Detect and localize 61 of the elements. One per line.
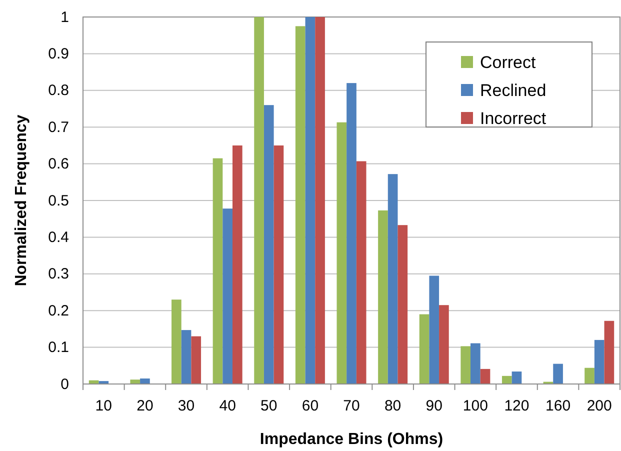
- bar: [398, 225, 408, 384]
- x-tick-label: 160: [546, 398, 571, 415]
- bar: [460, 346, 471, 384]
- bar: [140, 378, 150, 384]
- bar: [512, 372, 522, 384]
- y-tick-label: 0: [60, 376, 69, 393]
- x-tick-label: 90: [426, 398, 442, 415]
- y-tick-label: 1: [60, 8, 69, 26]
- bar: [130, 380, 140, 384]
- y-tick-label: 0.6: [48, 156, 69, 173]
- x-tick-label: 20: [136, 398, 154, 415]
- y-tick-label: 0.8: [48, 82, 69, 100]
- bar: [264, 105, 274, 384]
- x-tick-label: 40: [219, 398, 236, 415]
- x-tick-label: 70: [343, 398, 360, 415]
- x-axis-title: Impedance Bins (Ohms): [260, 431, 444, 448]
- bar: [502, 376, 512, 384]
- legend-label: Incorrect: [480, 109, 546, 128]
- bar: [594, 340, 604, 384]
- bar: [191, 336, 202, 384]
- bar: [584, 368, 594, 384]
- bar: [346, 83, 356, 384]
- x-tick-label: 10: [95, 398, 112, 415]
- bar: [378, 210, 388, 384]
- bar: [336, 122, 347, 384]
- bar: [181, 330, 192, 384]
- bar: [212, 158, 223, 384]
- bar: [419, 314, 430, 384]
- legend-label: Reclined: [480, 81, 546, 100]
- x-tick-label: 120: [504, 398, 530, 415]
- bar: [305, 17, 316, 384]
- x-tick-label: 80: [384, 398, 402, 415]
- bar: [315, 17, 325, 384]
- y-tick-label: 0.5: [48, 192, 69, 210]
- y-tick-label: 0.2: [48, 302, 69, 320]
- bar: [232, 145, 242, 384]
- bar: [356, 161, 366, 384]
- x-tick-label: 50: [260, 398, 278, 415]
- legend-label: Correct: [480, 53, 536, 72]
- x-tick-label: 60: [302, 398, 319, 415]
- x-tick-label: 200: [586, 398, 612, 415]
- bar: [295, 26, 306, 384]
- bar: [429, 276, 440, 384]
- bar: [480, 368, 490, 384]
- bar: [553, 364, 563, 384]
- y-tick-label: 0.7: [48, 118, 69, 136]
- y-tick-label: 0.3: [48, 266, 69, 283]
- x-tick-label: 30: [178, 398, 195, 415]
- bar: [388, 174, 398, 384]
- x-tick-label: 100: [462, 398, 488, 415]
- y-tick-label: 0.9: [48, 46, 69, 62]
- bar: [172, 300, 182, 384]
- bar: [604, 320, 614, 384]
- bar: [439, 305, 449, 384]
- y-axis-title: Normalized Frequency: [13, 114, 30, 286]
- bar: [254, 17, 264, 384]
- bar: [470, 343, 480, 384]
- bar: [222, 208, 232, 384]
- bar: [274, 145, 284, 384]
- y-tick-label: 0.1: [48, 339, 69, 356]
- y-tick-label: 0.4: [48, 229, 69, 246]
